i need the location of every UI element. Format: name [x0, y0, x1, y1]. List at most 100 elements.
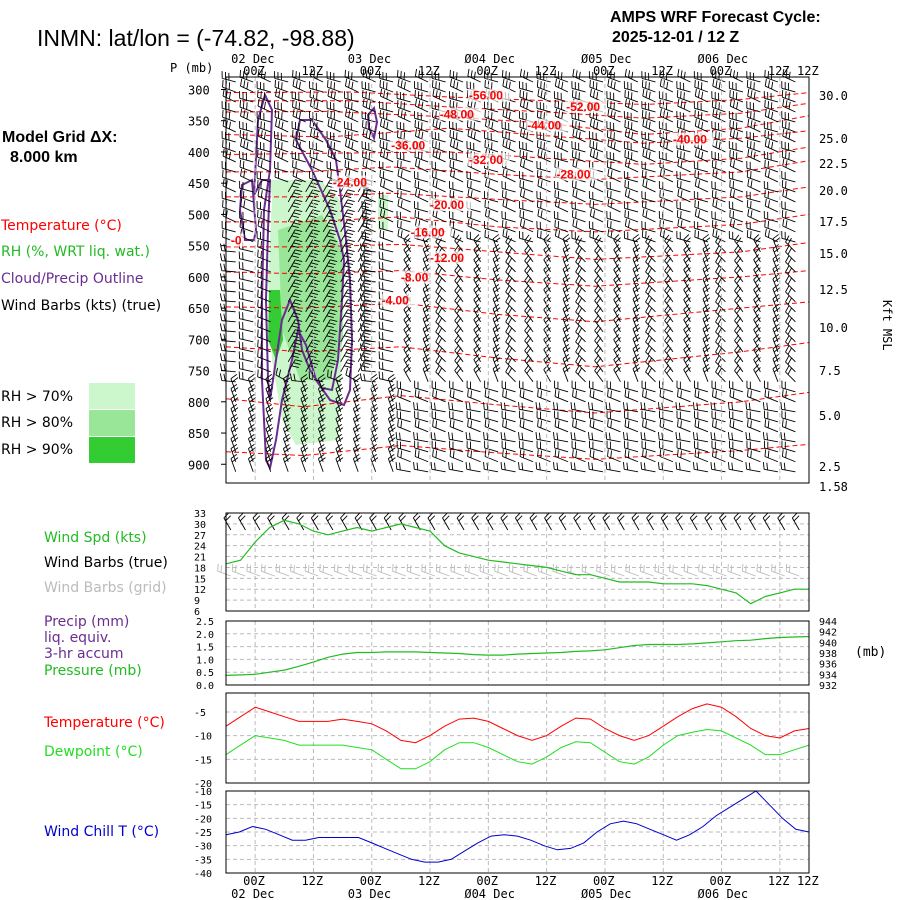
wind-barb	[712, 456, 726, 463]
wind-barb-feather	[632, 244, 640, 250]
wind-barb-feather	[715, 355, 720, 363]
wind-barb	[572, 216, 586, 223]
wind-barb-feather	[771, 111, 774, 120]
wind-barb-feather	[465, 462, 468, 470]
wind-barb	[645, 311, 656, 323]
wind-barb	[734, 330, 744, 343]
wind-barb-feather	[504, 432, 506, 440]
wind-barb-feather	[263, 92, 266, 100]
wind-barb-feather	[397, 129, 399, 138]
wind-barb	[677, 186, 691, 193]
wind-barb-grid	[275, 570, 290, 577]
wind-barb-feather	[432, 148, 435, 157]
wind-barb-feather	[753, 354, 760, 360]
wind-barb	[664, 320, 674, 333]
wind-barb-feather	[344, 315, 352, 318]
wind-barb-feather	[421, 101, 424, 110]
wind-barb-feather	[300, 384, 308, 390]
wind-barb	[305, 199, 314, 213]
wind-barb-feather	[397, 78, 400, 87]
wind-barb-feather	[318, 394, 325, 400]
wind-barb	[414, 177, 429, 183]
wind-barb-true	[602, 517, 611, 531]
wind-barb-feather	[589, 79, 591, 88]
wind-barb	[265, 458, 272, 472]
wind-barb	[435, 301, 446, 313]
wind-barb-feather	[353, 453, 360, 459]
wind-barb-feather	[505, 245, 510, 253]
wind-barb-feather	[697, 420, 700, 428]
wind-barb-feather	[685, 277, 691, 284]
wind-barb	[222, 197, 236, 203]
wind-barb-feather	[715, 295, 720, 303]
wind-barb-feather	[755, 327, 761, 333]
wind-barb-feather	[399, 402, 401, 411]
wind-barb	[715, 291, 726, 303]
wind-barb-feather	[572, 218, 575, 227]
wind-barb-feather	[365, 229, 373, 232]
wind-barb-feather	[473, 354, 480, 360]
top-hour-label: 00Z	[476, 64, 498, 78]
wind-barb-feather	[492, 354, 500, 360]
wind-barb-feather	[553, 432, 555, 440]
wind-barb-feather	[683, 304, 690, 310]
wind-barb-feather	[785, 181, 787, 189]
wind-barb-feather	[787, 337, 792, 345]
wind-barb-feather	[397, 69, 399, 78]
wind-barb-feather	[456, 317, 462, 324]
wind-barb	[571, 417, 586, 423]
wind-barb	[782, 396, 796, 403]
wind-barb-feather	[335, 384, 343, 390]
wind-barb-feather	[301, 447, 309, 453]
wind-barb-feather	[248, 413, 255, 419]
wind-barb-feather	[417, 211, 420, 219]
wind-barb-feather	[295, 80, 298, 88]
wind-barb-feather	[505, 110, 508, 118]
wind-barb-feather	[435, 315, 440, 323]
wind-barb-feather	[702, 354, 710, 360]
wind-barb-feather	[675, 402, 678, 410]
wind-barb-feather	[400, 170, 403, 178]
wind-barb-feather	[715, 265, 720, 273]
wind-barbs-true-row	[223, 512, 800, 531]
wind-barb	[664, 360, 674, 373]
wind-barb	[467, 216, 481, 223]
wind-barb-feather	[753, 294, 760, 300]
wind-barb	[607, 196, 621, 203]
wind-barb	[362, 195, 376, 203]
wind-barb-feather	[414, 389, 417, 397]
wind-barb-feather	[318, 433, 325, 439]
wind-barb-feather	[519, 128, 522, 137]
wind-tick-label: 18	[194, 563, 206, 574]
wind-barb-feather	[416, 432, 419, 440]
wind-barb-feather	[345, 292, 354, 295]
wind-tick-label: 6	[194, 607, 200, 618]
wind-barb-feather	[370, 394, 378, 400]
wind-barb-feather	[418, 190, 421, 198]
wind-barb-grid-feather	[785, 563, 788, 572]
wind-barb-feather	[641, 109, 644, 118]
wind-barb-feather	[310, 182, 319, 186]
wind-barb-feather	[283, 453, 290, 459]
wind-barb-feather	[703, 307, 711, 313]
wind-barb-feather	[301, 437, 309, 443]
wind-barb	[519, 468, 534, 473]
wind-barb-feather	[335, 443, 343, 449]
wind-barb-feather	[435, 265, 440, 273]
wind-barb-feather	[537, 419, 539, 427]
bottom-date-label: 02 Dec	[231, 887, 274, 900]
wind-barb-feather	[562, 254, 570, 260]
wind-barb-feather	[557, 131, 560, 139]
wind-barb-feather	[764, 159, 766, 168]
wind-barb-feather	[575, 275, 580, 283]
wind-barb-feather	[389, 417, 396, 423]
wind-barb-feather	[414, 419, 417, 427]
wind-barb-feather	[507, 337, 513, 345]
wind-barb-feather	[295, 349, 303, 352]
wind-barb-feather	[319, 447, 326, 453]
wind-barb	[607, 85, 621, 93]
wind-barb-feather	[403, 72, 406, 80]
wind-barb	[664, 350, 674, 363]
wind-barb-feather	[526, 347, 532, 354]
wind-barb	[554, 438, 569, 443]
